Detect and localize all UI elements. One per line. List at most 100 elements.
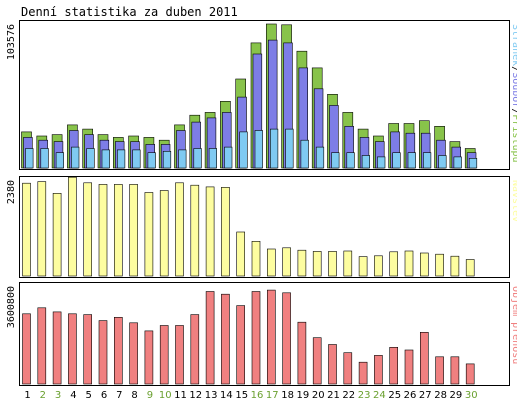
bar-stranky-day-1 [25, 148, 34, 169]
bar-navstevy-day-4 [68, 176, 77, 277]
bar-prenos-day-9 [144, 330, 154, 385]
bar-prenos-day-28 [435, 356, 444, 385]
x-tick-day-16: 16 [251, 390, 264, 401]
bar-stranky-day-7 [117, 149, 126, 169]
bar-prenos-day-12 [190, 314, 200, 385]
legend-hits-files-pages: Stránek/Soubor/Přístupů [510, 24, 517, 163]
legend-visits: Návštěv [510, 180, 517, 222]
bar-stranky-day-23 [361, 155, 371, 169]
bar-navstevy-day-17 [266, 248, 276, 277]
x-tick-day-2: 2 [40, 390, 46, 401]
y-max-tick: 103576 [6, 24, 17, 60]
x-axis-labels: 1 2 3 4 5 6 7 8 9 10 11 12 13 14 15 16 17 18 19 20 21 22 23 24 2… [24, 390, 477, 401]
bar-prenos-day-1 [22, 313, 31, 385]
bar-navstevy-day-29 [450, 255, 460, 277]
bar-navstevy-day-18 [282, 247, 291, 277]
bar-prenos-day-22 [343, 352, 353, 385]
bar-stranky-day-6 [101, 149, 110, 169]
bar-navstevy-day-5 [83, 182, 92, 277]
bar-prenos-day-11 [175, 325, 184, 385]
bar-stranky-day-18 [285, 128, 294, 169]
bar-navstevy-day-9 [144, 192, 154, 277]
bar-prenos-day-13 [205, 291, 215, 385]
bar-stranky-day-4 [71, 146, 80, 169]
x-tick-day-20: 20 [312, 390, 325, 401]
bar-prenos-day-24 [374, 355, 383, 385]
bar-navstevy-day-24 [374, 255, 383, 277]
legend-part: Soubor [510, 72, 517, 108]
bar-prenos-day-18 [282, 292, 291, 385]
bar-navstevy-day-22 [343, 250, 353, 277]
bar-stranky-day-10 [162, 151, 172, 169]
x-tick-day-21: 21 [327, 390, 340, 401]
x-tick-day-6: 6 [101, 390, 107, 401]
bar-prenos-day-23 [358, 361, 368, 385]
x-tick-day-22: 22 [342, 390, 355, 401]
bar-navstevy-day-7 [114, 184, 123, 277]
bar-prenos-day-10 [159, 325, 169, 385]
bar-prenos-day-25 [389, 346, 399, 385]
bar-navstevy-day-10 [159, 190, 169, 277]
bar-navstevy-day-27 [419, 252, 429, 277]
bar-prenos-day-8 [129, 322, 138, 385]
bar-navstevy-day-19 [297, 249, 307, 277]
bar-stranky-day-3 [55, 152, 64, 169]
x-tick-day-29: 29 [450, 390, 463, 401]
bar-stranky-day-28 [438, 155, 447, 169]
bar-navstevy-day-30 [465, 259, 475, 277]
bar-prenos-day-5 [83, 314, 92, 385]
bar-prenos-day-19 [297, 321, 307, 385]
x-tick-day-25: 25 [388, 390, 401, 401]
bar-stranky-day-22 [346, 152, 355, 169]
bar-navstevy-day-2 [37, 181, 47, 277]
bar-stranky-day-14 [224, 146, 233, 169]
bar-navstevy-day-23 [358, 256, 368, 277]
x-tick-day-17: 17 [266, 390, 279, 401]
bar-prenos-day-7 [114, 316, 123, 385]
chart-panels: 103576Stránek/Soubor/Přístupů2380Návštěv… [6, 20, 517, 386]
y-max-tick: 2380 [6, 180, 17, 204]
x-tick-day-15: 15 [235, 390, 248, 401]
bar-prenos-day-17 [266, 289, 276, 385]
bar-stranky-day-2 [40, 148, 49, 169]
bar-navstevy-day-8 [129, 184, 138, 277]
bar-prenos-day-2 [37, 307, 47, 385]
legend-part: Přístupů [510, 114, 517, 162]
x-tick-day-11: 11 [174, 390, 187, 401]
bar-stranky-day-9 [147, 152, 156, 169]
x-tick-day-4: 4 [70, 390, 76, 401]
bar-prenos-day-14 [221, 293, 230, 385]
legend-part: / [510, 66, 517, 72]
bar-navstevy-day-13 [205, 186, 215, 277]
bar-stranky-day-24 [377, 156, 386, 169]
bar-navstevy-day-25 [389, 251, 399, 277]
bar-prenos-day-29 [450, 356, 460, 385]
legend-part: Stránek [510, 24, 517, 66]
bar-stranky-day-15 [239, 131, 248, 169]
x-tick-day-14: 14 [220, 390, 233, 401]
bar-prenos-day-30 [465, 363, 475, 385]
x-tick-day-26: 26 [404, 390, 417, 401]
bar-navstevy-day-14 [221, 187, 230, 277]
legend-part: Objem přenosu [510, 286, 517, 364]
bar-navstevy-day-12 [190, 184, 200, 277]
bar-prenos-day-16 [251, 291, 261, 385]
bar-stranky-day-29 [453, 156, 462, 169]
x-tick-day-9: 9 [147, 390, 153, 401]
x-tick-day-27: 27 [419, 390, 432, 401]
legend-part: / [510, 108, 517, 114]
bar-navstevy-day-16 [251, 241, 261, 277]
bar-prenos-day-26 [404, 349, 414, 385]
x-tick-day-19: 19 [297, 390, 310, 401]
bar-prenos-day-15 [236, 305, 245, 385]
bars [22, 289, 475, 385]
bar-stranky-day-30 [468, 158, 478, 169]
legend-part: Návštěv [510, 180, 517, 222]
bar-navstevy-day-26 [404, 250, 414, 277]
x-tick-day-30: 30 [465, 390, 478, 401]
bar-navstevy-day-6 [98, 184, 108, 277]
bar-prenos-day-27 [419, 331, 429, 385]
x-tick-day-1: 1 [24, 390, 30, 401]
